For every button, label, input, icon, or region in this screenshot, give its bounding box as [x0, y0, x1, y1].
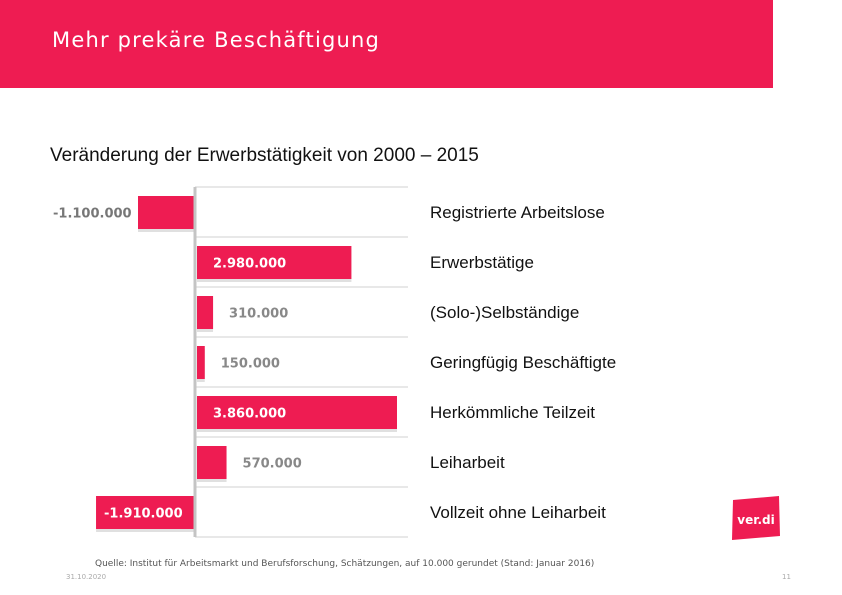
category-label-5: Herkömmliche Teilzeit	[430, 403, 595, 422]
bar-2	[197, 246, 352, 279]
source-note: Quelle: Institut für Arbeitsmarkt und Be…	[95, 559, 595, 569]
bar-3	[197, 296, 214, 329]
value-label-2: 2.980.000	[213, 257, 286, 272]
category-label-1: Registrierte Arbeitslose	[430, 203, 605, 222]
bar-5	[197, 396, 397, 429]
logo-text: ver.di	[737, 513, 774, 527]
chart-subtitle: Veränderung der Erwerbstätigkeit von 200…	[50, 145, 479, 166]
category-label-2: Erwerbstätige	[430, 253, 534, 272]
category-label-3: (Solo-)Selbständige	[430, 303, 579, 322]
page-number: 11	[782, 573, 791, 581]
value-label-5: 3.860.000	[213, 407, 286, 422]
page-title: Mehr prekäre Beschäftigung	[52, 28, 381, 52]
value-label-3: 310.000	[229, 307, 288, 322]
value-label-1: -1.100.000	[53, 207, 132, 222]
verdi-logo: ver.di	[732, 496, 780, 540]
category-label-7: Vollzeit ohne Leiharbeit	[430, 503, 606, 522]
bar-6	[197, 446, 227, 479]
category-label-6: Leiharbeit	[430, 453, 505, 472]
logo-shape	[732, 496, 780, 540]
header-banner: Mehr prekäre Beschäftigung	[0, 0, 773, 88]
slide-date: 31.10.2020	[66, 573, 107, 581]
bar-1	[138, 196, 195, 229]
bar-chart: -1.100.000 Registrierte Arbeitslose 2.980.…	[53, 186, 616, 538]
value-label-7: -1.910.000	[104, 507, 183, 522]
value-label-4: 150.000	[221, 357, 280, 372]
value-label-6: 570.000	[243, 457, 302, 472]
bar-4	[197, 346, 205, 379]
bar-7	[96, 496, 195, 529]
category-label-4: Geringfügig Beschäftigte	[430, 353, 616, 372]
